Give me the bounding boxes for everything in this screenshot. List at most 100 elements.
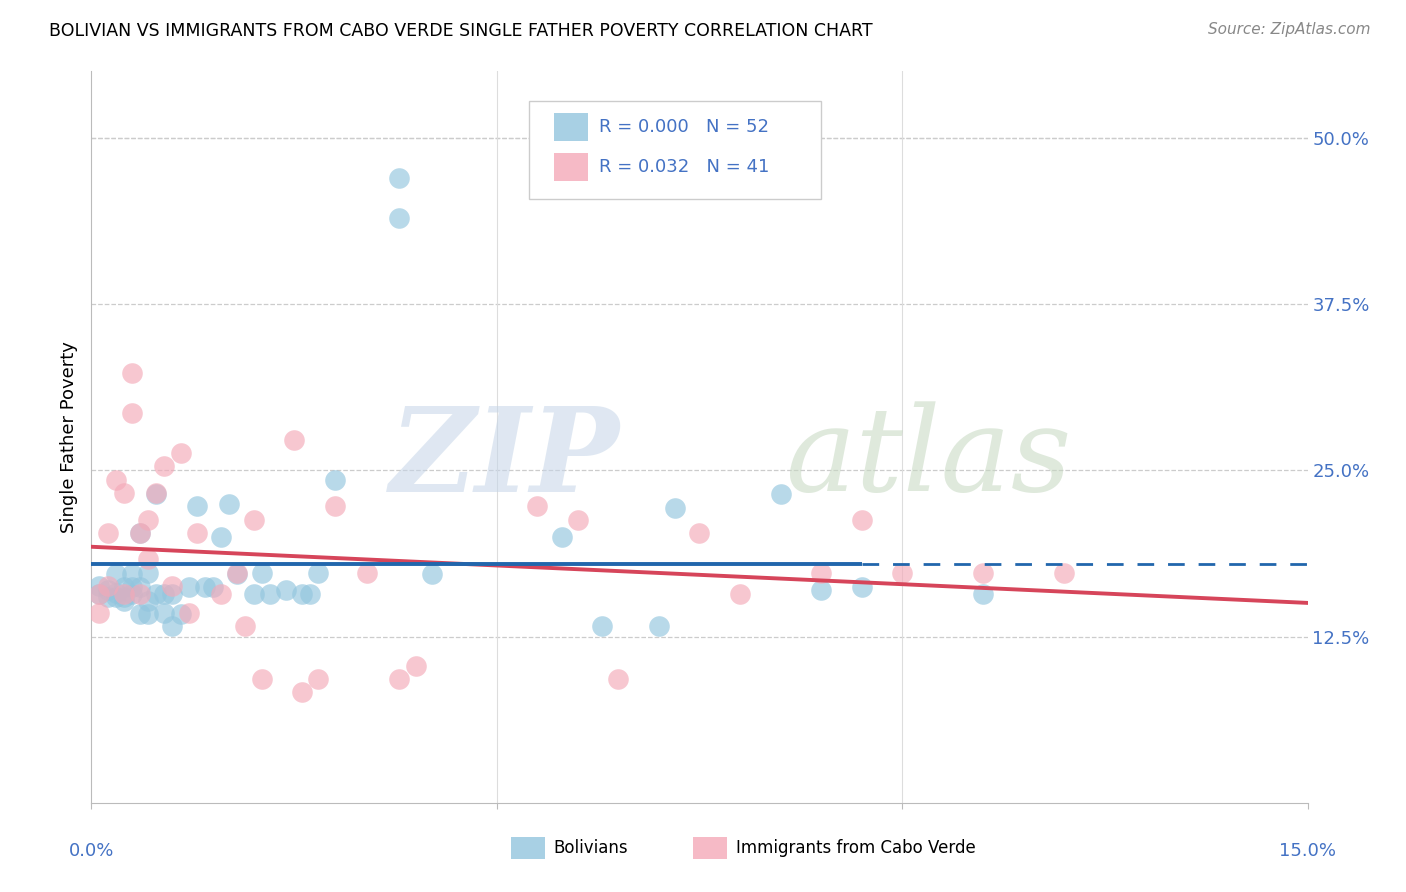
Point <box>136 552 159 566</box>
Point <box>1053 566 1076 580</box>
Point <box>112 590 135 604</box>
Point <box>89 587 111 601</box>
Point <box>664 500 686 515</box>
Point <box>136 512 159 526</box>
Point <box>291 587 314 601</box>
Point <box>250 566 273 580</box>
Point <box>420 567 443 582</box>
Point <box>356 566 378 580</box>
Point <box>769 487 792 501</box>
Point <box>104 473 127 487</box>
Point <box>129 580 152 594</box>
Point <box>202 580 225 594</box>
Point <box>145 487 167 501</box>
Point <box>259 587 281 601</box>
Text: atlas: atlas <box>785 401 1071 516</box>
Point <box>209 530 232 544</box>
Text: Bolivians: Bolivians <box>554 839 628 857</box>
Point <box>112 593 135 607</box>
Point <box>291 685 314 699</box>
Text: R = 0.032   N = 41: R = 0.032 N = 41 <box>599 158 769 177</box>
Point <box>97 579 120 593</box>
Point <box>162 587 184 601</box>
Point <box>169 446 191 460</box>
Point <box>550 530 572 544</box>
Point <box>129 607 152 621</box>
Point <box>648 619 671 633</box>
Bar <box>510 838 546 859</box>
Point <box>591 619 613 633</box>
Point <box>810 566 832 580</box>
Point <box>169 607 191 621</box>
Point <box>177 606 200 620</box>
Point <box>851 512 873 526</box>
Point <box>145 587 167 601</box>
Point <box>104 567 127 582</box>
Point <box>153 587 176 601</box>
Point <box>728 587 751 601</box>
Text: 15.0%: 15.0% <box>1279 842 1336 860</box>
Point <box>299 587 322 601</box>
Point <box>307 672 329 686</box>
Point <box>242 587 264 601</box>
Point <box>688 525 710 540</box>
Point <box>121 567 143 582</box>
Text: Source: ZipAtlas.com: Source: ZipAtlas.com <box>1208 22 1371 37</box>
Point <box>145 486 167 500</box>
Point <box>153 606 176 620</box>
Point <box>104 585 127 599</box>
Point <box>810 582 832 597</box>
Point <box>242 512 264 526</box>
Bar <box>693 838 727 859</box>
Point <box>89 587 111 601</box>
Point <box>129 525 152 540</box>
Point <box>177 580 200 594</box>
Point <box>307 566 329 580</box>
Point <box>162 579 184 593</box>
Point <box>226 566 249 580</box>
Bar <box>554 113 588 141</box>
Point <box>226 567 249 582</box>
Point <box>194 580 217 594</box>
Point <box>136 593 159 607</box>
Point <box>323 473 346 487</box>
Point <box>972 587 994 601</box>
Point <box>405 658 427 673</box>
Point <box>129 587 152 601</box>
Point <box>972 566 994 580</box>
Point <box>186 500 208 514</box>
Point <box>121 366 143 380</box>
Point <box>388 211 411 225</box>
Point <box>186 525 208 540</box>
Point <box>104 590 127 604</box>
Point <box>129 525 152 540</box>
Point <box>323 500 346 514</box>
Text: ZIP: ZIP <box>391 401 620 516</box>
Text: BOLIVIAN VS IMMIGRANTS FROM CABO VERDE SINGLE FATHER POVERTY CORRELATION CHART: BOLIVIAN VS IMMIGRANTS FROM CABO VERDE S… <box>49 22 873 40</box>
Point <box>136 607 159 621</box>
Point <box>235 619 257 633</box>
Point <box>274 582 297 597</box>
Point <box>891 566 914 580</box>
Point <box>97 590 120 604</box>
Point <box>89 606 111 620</box>
Point <box>121 580 143 594</box>
Point <box>526 500 548 514</box>
FancyBboxPatch shape <box>529 101 821 200</box>
Point <box>250 672 273 686</box>
Y-axis label: Single Father Poverty: Single Father Poverty <box>59 341 77 533</box>
Point <box>153 459 176 474</box>
Point <box>121 406 143 420</box>
Point <box>388 672 411 686</box>
Point <box>112 587 135 601</box>
Point <box>209 587 232 601</box>
Point <box>218 497 240 511</box>
Point <box>283 433 305 447</box>
Point <box>851 580 873 594</box>
Point <box>388 170 411 185</box>
Point <box>607 672 630 686</box>
Text: 0.0%: 0.0% <box>69 842 114 860</box>
Point <box>97 525 120 540</box>
Point <box>97 582 120 597</box>
Point <box>112 580 135 594</box>
